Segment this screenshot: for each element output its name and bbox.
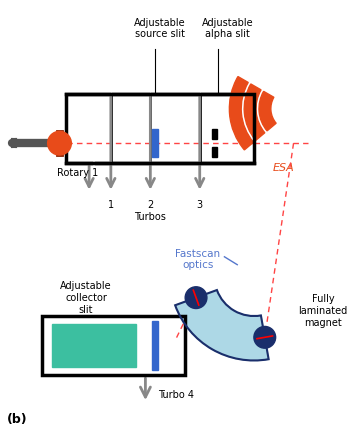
Text: Fully
laminated
magnet: Fully laminated magnet (299, 294, 348, 327)
Text: Turbos: Turbos (135, 212, 166, 222)
Text: ESA: ESA (273, 163, 294, 173)
Text: Fastscan
optics: Fastscan optics (175, 249, 220, 270)
Wedge shape (244, 84, 265, 140)
Text: Adjustable
source slit: Adjustable source slit (135, 18, 186, 39)
Text: Detector: Detector (57, 339, 99, 349)
Bar (152, 129, 158, 157)
Bar (67, 94, 254, 163)
Wedge shape (229, 77, 253, 150)
Text: Rotary 1: Rotary 1 (57, 168, 98, 178)
Bar (52, 324, 136, 367)
Wedge shape (175, 290, 269, 360)
Wedge shape (259, 91, 276, 131)
Circle shape (48, 131, 71, 155)
Text: 1: 1 (108, 200, 114, 211)
Circle shape (185, 287, 207, 309)
Bar (42, 316, 185, 375)
Bar (212, 129, 217, 139)
Text: (b): (b) (7, 413, 28, 426)
Bar (152, 321, 158, 370)
Text: Adjustable
collector
slit: Adjustable collector slit (60, 282, 112, 315)
Text: Adjustable
alpha slit: Adjustable alpha slit (201, 18, 253, 39)
Bar (212, 147, 217, 157)
Text: 3: 3 (197, 200, 203, 211)
Text: 2: 2 (147, 200, 153, 211)
Circle shape (254, 327, 276, 348)
Text: Turbo 4: Turbo 4 (158, 390, 194, 400)
